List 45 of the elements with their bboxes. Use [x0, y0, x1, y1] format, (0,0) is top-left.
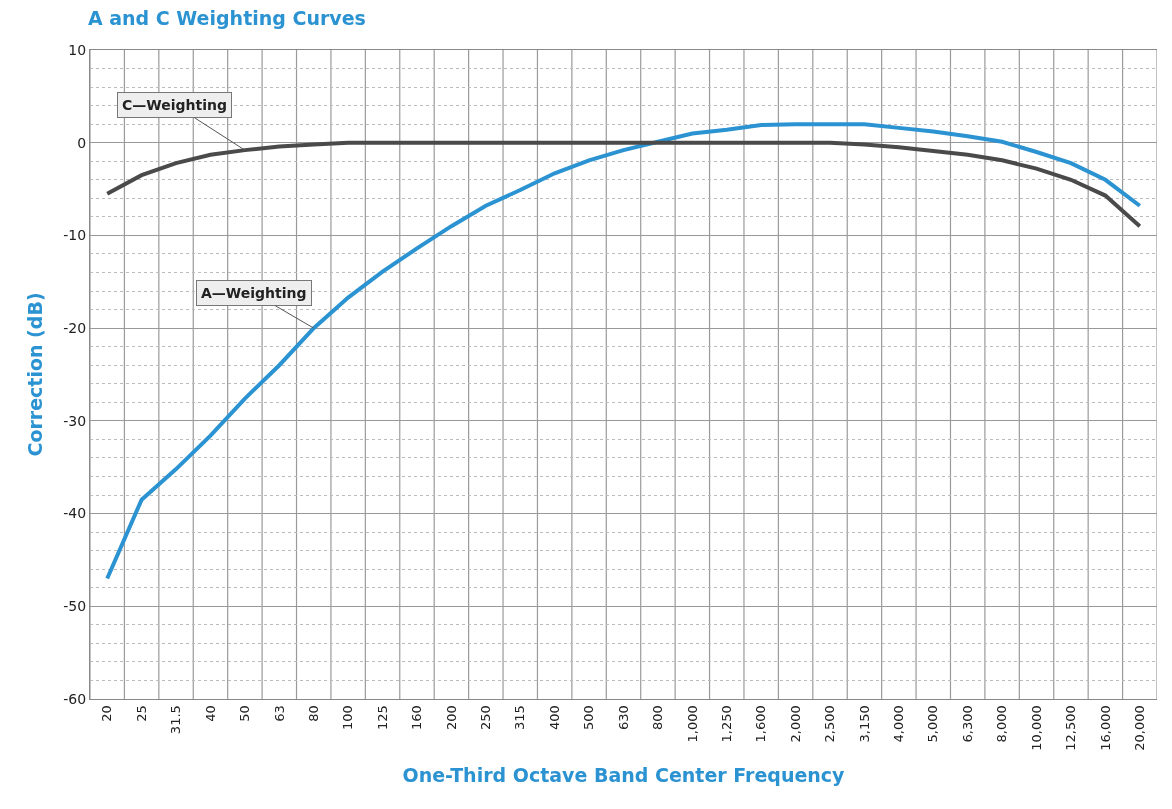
x-tick-label: 400 [546, 705, 562, 731]
x-tick-label: 1,250 [718, 705, 734, 743]
chart-title: A and C Weighting Curves [87, 7, 366, 30]
x-tick-label: 630 [615, 705, 631, 731]
series-label: A—Weighting [201, 285, 307, 301]
y-tick-label: -20 [63, 320, 87, 337]
y-tick-label: -50 [63, 598, 87, 615]
x-tick-label: 5,000 [925, 705, 941, 743]
y-tick-label: 0 [77, 134, 87, 151]
x-tick-label: 250 [478, 705, 494, 731]
x-tick-label: 800 [650, 705, 666, 731]
x-tick-label: 2,500 [822, 705, 838, 743]
x-tick-label: 8,000 [994, 705, 1010, 743]
x-tick-label: 315 [512, 705, 528, 731]
y-tick-label: -60 [63, 690, 87, 707]
x-tick-label: 1,000 [684, 705, 700, 743]
x-tick-label: 40 [202, 705, 218, 722]
x-tick-label: 50 [237, 705, 253, 722]
text: C—Weighting [122, 97, 227, 113]
x-tick-label: 16,000 [1097, 705, 1113, 751]
x-tick-label: 10,000 [1028, 705, 1044, 751]
x-tick-label: 63 [271, 705, 287, 722]
x-tick-label: 100 [340, 705, 356, 731]
y-axis-title: Correction (dB) [24, 292, 47, 457]
x-tick-label: 20 [99, 705, 115, 722]
x-tick-label: 31.5 [168, 705, 184, 735]
y-tick-label: 10 [68, 41, 87, 58]
x-tick-label: 20,000 [1132, 705, 1148, 751]
x-tick-label: 80 [305, 705, 321, 722]
x-tick-label: 200 [443, 705, 459, 731]
x-tick-label: 4,000 [891, 705, 907, 743]
y-tick-label: -10 [63, 227, 87, 244]
x-tick-label: 6,300 [959, 705, 975, 743]
x-tick-label: 2,000 [787, 705, 803, 743]
y-tick-label: -30 [63, 412, 87, 429]
x-tick-label: 500 [581, 705, 597, 731]
line-series [105, 122, 1142, 581]
x-tick-label: 125 [374, 705, 390, 731]
x-axis-title: One-Third Octave Band Center Frequency [402, 763, 846, 786]
x-tick-label: 12,500 [1063, 705, 1079, 751]
x-tick-label: 3,150 [856, 705, 872, 743]
x-tick-label: 25 [133, 705, 149, 722]
x-tick-label: 1,600 [753, 705, 769, 743]
x-tick-label: 160 [409, 705, 425, 731]
y-tick-label: -40 [63, 505, 87, 522]
